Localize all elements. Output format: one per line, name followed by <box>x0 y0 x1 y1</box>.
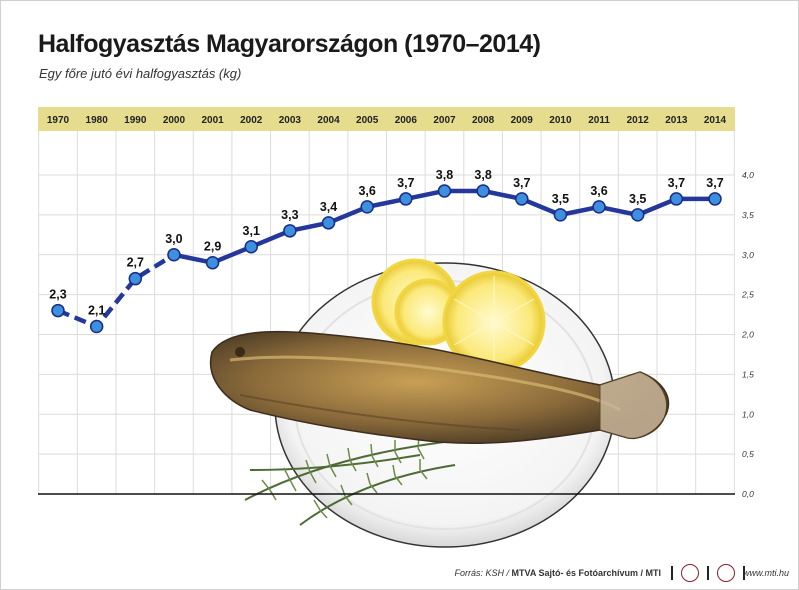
x-tick-label: 1980 <box>86 115 109 126</box>
data-value-label: 3,7 <box>397 176 414 190</box>
series-line-dashed <box>57 252 176 329</box>
x-tick-label: 2000 <box>163 115 186 126</box>
data-point-marker <box>515 192 529 206</box>
footer-separator <box>671 566 673 580</box>
x-tick-label: 2011 <box>588 115 610 126</box>
data-point-marker <box>476 184 490 198</box>
mtva-logo-icon <box>717 564 735 582</box>
y-tick-label: 2,5 <box>741 290 754 300</box>
data-point-marker <box>128 271 143 286</box>
x-tick-label: 2005 <box>356 115 379 126</box>
data-point-marker <box>244 240 258 254</box>
data-value-label: 3,0 <box>165 232 182 246</box>
y-axis-tick-labels: 0,0 0,5 1,0 1,5 2,0 2,5 3,0 3,5 4,0 <box>741 170 754 499</box>
x-tick-label: 2002 <box>240 115 263 126</box>
data-point-marker <box>708 192 722 206</box>
data-value-label: 3,8 <box>474 168 491 182</box>
data-point-marker <box>360 200 374 214</box>
data-point-marker <box>592 200 606 214</box>
data-point-marker <box>399 192 413 206</box>
data-value-label: 3,7 <box>513 176 530 190</box>
source-credit: Forrás: KSH / MTVA Sajtó- és Fotóarchívu… <box>454 568 661 578</box>
y-tick-label: 4,0 <box>742 170 754 180</box>
data-point-marker <box>553 208 568 222</box>
fish-plate-illustration <box>209 258 670 548</box>
y-tick-label: 0,5 <box>742 449 754 459</box>
y-tick-label: 2,0 <box>741 330 754 340</box>
data-value-label: 3,1 <box>243 224 260 238</box>
data-value-label: 3,8 <box>436 168 453 182</box>
data-value-label: 3,6 <box>358 184 375 198</box>
lemon-slices <box>371 258 546 374</box>
x-tick-label: 2008 <box>472 115 495 126</box>
data-point-marker <box>205 255 220 270</box>
data-value-label: 3,5 <box>552 192 569 206</box>
x-tick-label: 2013 <box>665 115 688 126</box>
mti-logo-icon <box>681 564 699 582</box>
data-value-label: 3,7 <box>706 176 723 190</box>
x-tick-label: 2009 <box>511 115 534 126</box>
rosemary-sprigs <box>244 435 461 526</box>
x-tick-label: 2004 <box>317 115 340 126</box>
x-tick-label: 2014 <box>704 115 727 126</box>
y-tick-label: 1,0 <box>742 409 754 419</box>
data-value-label: 3,5 <box>629 192 646 206</box>
data-value-label: 2,1 <box>88 304 105 318</box>
x-tick-label: 2012 <box>627 115 650 126</box>
footer: Forrás: KSH / MTVA Sajtó- és Fotóarchívu… <box>0 560 799 586</box>
chart-subtitle: Egy főre jutó évi halfogyasztás (kg) <box>39 66 242 81</box>
data-value-label: 2,3 <box>49 288 66 302</box>
data-value-label: 3,7 <box>668 176 685 190</box>
data-point-marker <box>89 319 104 334</box>
x-tick-label: 2006 <box>395 115 418 126</box>
x-tick-label: 2003 <box>279 115 302 126</box>
fried-fish <box>209 330 670 445</box>
x-tick-label: 2010 <box>549 115 572 126</box>
footer-separator <box>707 566 709 580</box>
year-header-band <box>38 107 735 131</box>
x-tick-label: 1970 <box>47 115 70 126</box>
data-point-marker <box>630 208 645 222</box>
chart-title: Halfogyasztás Magyarországon (1970–2014) <box>38 30 541 58</box>
data-point-marker <box>669 192 684 206</box>
website-link[interactable]: www.mti.hu <box>742 568 789 578</box>
data-value-labels: 2,3 2,1 2,7 3,0 2,9 3,1 3,3 3,4 3,6 3,7 3,8 3,8 3,7 3… <box>49 168 723 318</box>
data-value-label: 3,3 <box>281 208 298 222</box>
x-axis-year-labels: 1970 1980 1990 2000 2001 2002 2003 2004 2005 2006… <box>47 115 727 126</box>
footer-separator <box>743 566 745 580</box>
data-point-marker <box>321 216 336 230</box>
line-chart: 1970 1980 1990 2000 2001 2002 2003 2004 2005 2006… <box>38 107 754 548</box>
data-value-label: 2,7 <box>127 256 144 270</box>
x-tick-label: 2007 <box>433 115 456 126</box>
source-prefix: Forrás: KSH / <box>454 568 509 578</box>
data-value-label: 2,9 <box>204 240 221 254</box>
data-value-label: 3,6 <box>590 184 607 198</box>
y-tick-label: 1,5 <box>742 369 754 379</box>
data-point-marker <box>167 248 181 262</box>
x-tick-label: 1990 <box>124 115 147 126</box>
source-agency: MTVA Sajtó- és Fotóarchívum / MTI <box>511 568 661 578</box>
y-tick-label: 3,5 <box>742 210 754 220</box>
x-tick-label: 2001 <box>201 115 224 126</box>
data-value-label: 3,4 <box>320 200 337 214</box>
data-markers <box>51 184 722 334</box>
data-point-marker <box>437 184 452 198</box>
y-tick-label: 0,0 <box>742 489 754 499</box>
data-point-marker <box>51 303 65 318</box>
data-point-marker <box>283 224 297 238</box>
y-tick-label: 3,0 <box>742 250 754 260</box>
